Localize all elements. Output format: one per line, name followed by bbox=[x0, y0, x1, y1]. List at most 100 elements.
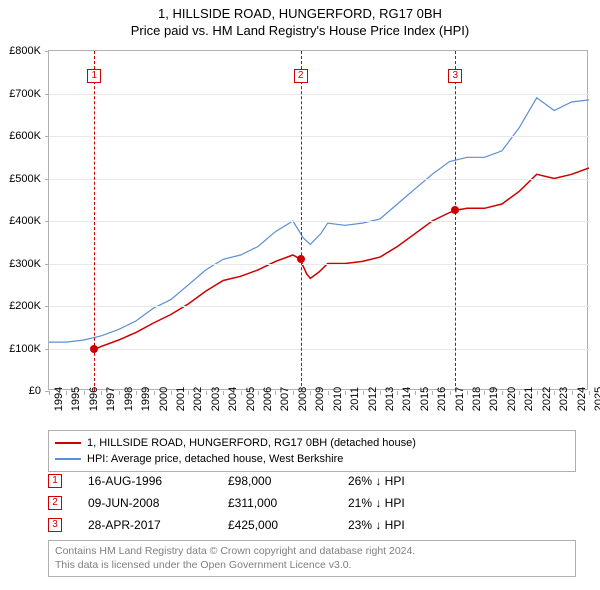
x-tick bbox=[66, 391, 67, 395]
transaction-date: 28-APR-2017 bbox=[88, 518, 228, 532]
footer-line-1: Contains HM Land Registry data © Crown c… bbox=[55, 545, 569, 559]
chart-container: 1, HILLSIDE ROAD, HUNGERFORD, RG17 0BH P… bbox=[0, 0, 600, 590]
x-axis-label: 1995 bbox=[70, 387, 82, 411]
x-axis-label: 1998 bbox=[123, 387, 135, 411]
legend-item-price-paid: 1, HILLSIDE ROAD, HUNGERFORD, RG17 0BH (… bbox=[55, 435, 569, 451]
y-tick bbox=[45, 349, 49, 350]
x-tick bbox=[484, 391, 485, 395]
transaction-price: £425,000 bbox=[228, 518, 348, 532]
x-axis-label: 2022 bbox=[541, 387, 553, 411]
x-tick bbox=[136, 391, 137, 395]
y-axis-label: £600K bbox=[9, 130, 41, 142]
gridline bbox=[49, 221, 589, 222]
y-axis-label: £500K bbox=[9, 173, 41, 185]
x-tick bbox=[223, 391, 224, 395]
x-tick bbox=[154, 391, 155, 395]
x-tick bbox=[363, 391, 364, 395]
sale-dot bbox=[297, 255, 305, 263]
x-axis-label: 2023 bbox=[558, 387, 570, 411]
x-axis-label: 2018 bbox=[471, 387, 483, 411]
gridline bbox=[49, 179, 589, 180]
x-tick bbox=[310, 391, 311, 395]
y-axis-label: £100K bbox=[9, 343, 41, 355]
x-axis-label: 2016 bbox=[436, 387, 448, 411]
x-tick bbox=[171, 391, 172, 395]
y-tick bbox=[45, 306, 49, 307]
legend-label-2: HPI: Average price, detached house, West… bbox=[87, 453, 343, 465]
legend-swatch-1 bbox=[55, 442, 81, 444]
x-tick bbox=[293, 391, 294, 395]
chart-area: £0£100K£200K£300K£400K£500K£600K£700K£80… bbox=[48, 50, 588, 390]
legend: 1, HILLSIDE ROAD, HUNGERFORD, RG17 0BH (… bbox=[48, 430, 576, 472]
x-axis-label: 2005 bbox=[245, 387, 257, 411]
y-tick bbox=[45, 264, 49, 265]
x-axis-label: 1994 bbox=[53, 387, 65, 411]
transaction-marker: 3 bbox=[48, 518, 62, 532]
transaction-diff: 23% ↓ HPI bbox=[348, 518, 458, 532]
gridline bbox=[49, 306, 589, 307]
transactions-table: 1 16-AUG-1996 £98,000 26% ↓ HPI 2 09-JUN… bbox=[48, 470, 576, 536]
table-row: 3 28-APR-2017 £425,000 23% ↓ HPI bbox=[48, 514, 576, 536]
x-tick bbox=[467, 391, 468, 395]
table-row: 1 16-AUG-1996 £98,000 26% ↓ HPI bbox=[48, 470, 576, 492]
x-axis-label: 2003 bbox=[210, 387, 222, 411]
x-axis-label: 2000 bbox=[158, 387, 170, 411]
title-block: 1, HILLSIDE ROAD, HUNGERFORD, RG17 0BH P… bbox=[0, 0, 600, 38]
event-vline bbox=[94, 51, 95, 391]
table-row: 2 09-JUN-2008 £311,000 21% ↓ HPI bbox=[48, 492, 576, 514]
event-marker-box: 1 bbox=[87, 69, 101, 83]
x-tick bbox=[502, 391, 503, 395]
x-axis-label: 2002 bbox=[192, 387, 204, 411]
x-tick bbox=[415, 391, 416, 395]
x-axis-label: 2015 bbox=[419, 387, 431, 411]
x-tick bbox=[206, 391, 207, 395]
transaction-price: £311,000 bbox=[228, 496, 348, 510]
x-axis-label: 2020 bbox=[506, 387, 518, 411]
x-tick bbox=[589, 391, 590, 395]
x-axis-label: 2024 bbox=[576, 387, 588, 411]
legend-item-hpi: HPI: Average price, detached house, West… bbox=[55, 451, 569, 467]
y-axis-label: £0 bbox=[29, 385, 41, 397]
x-tick bbox=[328, 391, 329, 395]
y-axis-label: £700K bbox=[9, 88, 41, 100]
event-marker-box: 2 bbox=[294, 69, 308, 83]
x-tick bbox=[572, 391, 573, 395]
x-tick bbox=[554, 391, 555, 395]
x-axis-label: 2012 bbox=[367, 387, 379, 411]
transaction-marker: 2 bbox=[48, 496, 62, 510]
footer-attribution: Contains HM Land Registry data © Crown c… bbox=[48, 540, 576, 577]
x-axis-label: 2001 bbox=[175, 387, 187, 411]
x-tick bbox=[241, 391, 242, 395]
y-axis-label: £200K bbox=[9, 300, 41, 312]
x-tick bbox=[258, 391, 259, 395]
x-tick bbox=[275, 391, 276, 395]
x-axis-label: 2010 bbox=[332, 387, 344, 411]
x-tick bbox=[432, 391, 433, 395]
gridline bbox=[49, 349, 589, 350]
x-tick bbox=[84, 391, 85, 395]
y-tick bbox=[45, 51, 49, 52]
x-axis-label: 2009 bbox=[314, 387, 326, 411]
title-line-2: Price paid vs. HM Land Registry's House … bbox=[0, 23, 600, 38]
y-axis-label: £400K bbox=[9, 215, 41, 227]
y-tick bbox=[45, 221, 49, 222]
x-tick bbox=[519, 391, 520, 395]
series-price_paid bbox=[94, 168, 589, 350]
event-marker-box: 3 bbox=[448, 69, 462, 83]
gridline bbox=[49, 136, 589, 137]
x-tick bbox=[49, 391, 50, 395]
title-line-1: 1, HILLSIDE ROAD, HUNGERFORD, RG17 0BH bbox=[0, 6, 600, 21]
y-tick bbox=[45, 136, 49, 137]
transaction-marker: 1 bbox=[48, 474, 62, 488]
x-axis-label: 2011 bbox=[349, 387, 361, 411]
x-tick bbox=[119, 391, 120, 395]
plot-region: £0£100K£200K£300K£400K£500K£600K£700K£80… bbox=[48, 50, 588, 390]
sale-dot bbox=[451, 206, 459, 214]
x-axis-label: 2007 bbox=[279, 387, 291, 411]
x-tick bbox=[380, 391, 381, 395]
transaction-date: 09-JUN-2008 bbox=[88, 496, 228, 510]
x-axis-label: 2021 bbox=[523, 387, 535, 411]
transaction-date: 16-AUG-1996 bbox=[88, 474, 228, 488]
legend-swatch-2 bbox=[55, 458, 81, 460]
x-axis-label: 2019 bbox=[488, 387, 500, 411]
